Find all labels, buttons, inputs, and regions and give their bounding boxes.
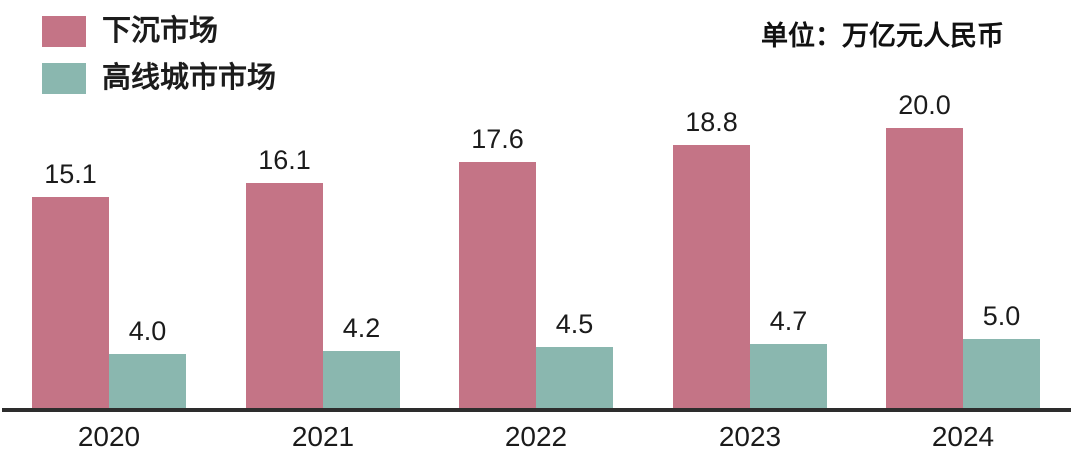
bar-value-label: 4.0 [128, 316, 167, 346]
legend-label-lower-tier: 下沉市场 [102, 15, 219, 47]
x-axis-label: 2021 [291, 421, 355, 452]
bar-lower-tier-market [459, 162, 536, 410]
bar-value-label: 16.1 [258, 145, 311, 175]
bar-lower-tier-market [886, 128, 963, 410]
legend-swatch-higher-tier [42, 63, 86, 94]
bar-value-label: 4.2 [342, 313, 381, 343]
unit-label: 单位：万亿元人民币 [761, 21, 1004, 51]
bar-value-label: 20.0 [898, 90, 951, 120]
legend-item-higher-tier-market: 高线城市市场 [42, 63, 276, 94]
bar-lower-tier-market [32, 197, 109, 410]
bar-value-label: 17.6 [471, 124, 524, 154]
x-axis-label: 2024 [931, 421, 995, 452]
x-axis-label: 2023 [718, 421, 782, 452]
legend: 下沉市场 高线城市市场 [42, 16, 276, 110]
bar-lower-tier-market [673, 145, 750, 410]
legend-label-higher-tier: 高线城市市场 [102, 62, 277, 94]
bar-higher-tier-market [536, 347, 613, 410]
legend-item-lower-tier-market: 下沉市场 [42, 16, 276, 47]
bar-value-label: 4.7 [769, 306, 808, 336]
bar-value-label: 5.0 [982, 301, 1021, 331]
bar-higher-tier-market [109, 354, 186, 410]
bar-value-label: 15.1 [44, 159, 97, 189]
x-axis-line [2, 408, 1071, 412]
x-axis-label: 2022 [504, 421, 568, 452]
bar-value-label: 18.8 [685, 107, 738, 137]
bar-higher-tier-market [750, 344, 827, 410]
bar-higher-tier-market [323, 351, 400, 410]
legend-swatch-lower-tier [42, 16, 86, 47]
bar-value-label: 4.5 [555, 309, 594, 339]
bar-higher-tier-market [963, 339, 1040, 410]
bar-lower-tier-market [246, 183, 323, 410]
x-axis-label: 2020 [77, 421, 141, 452]
